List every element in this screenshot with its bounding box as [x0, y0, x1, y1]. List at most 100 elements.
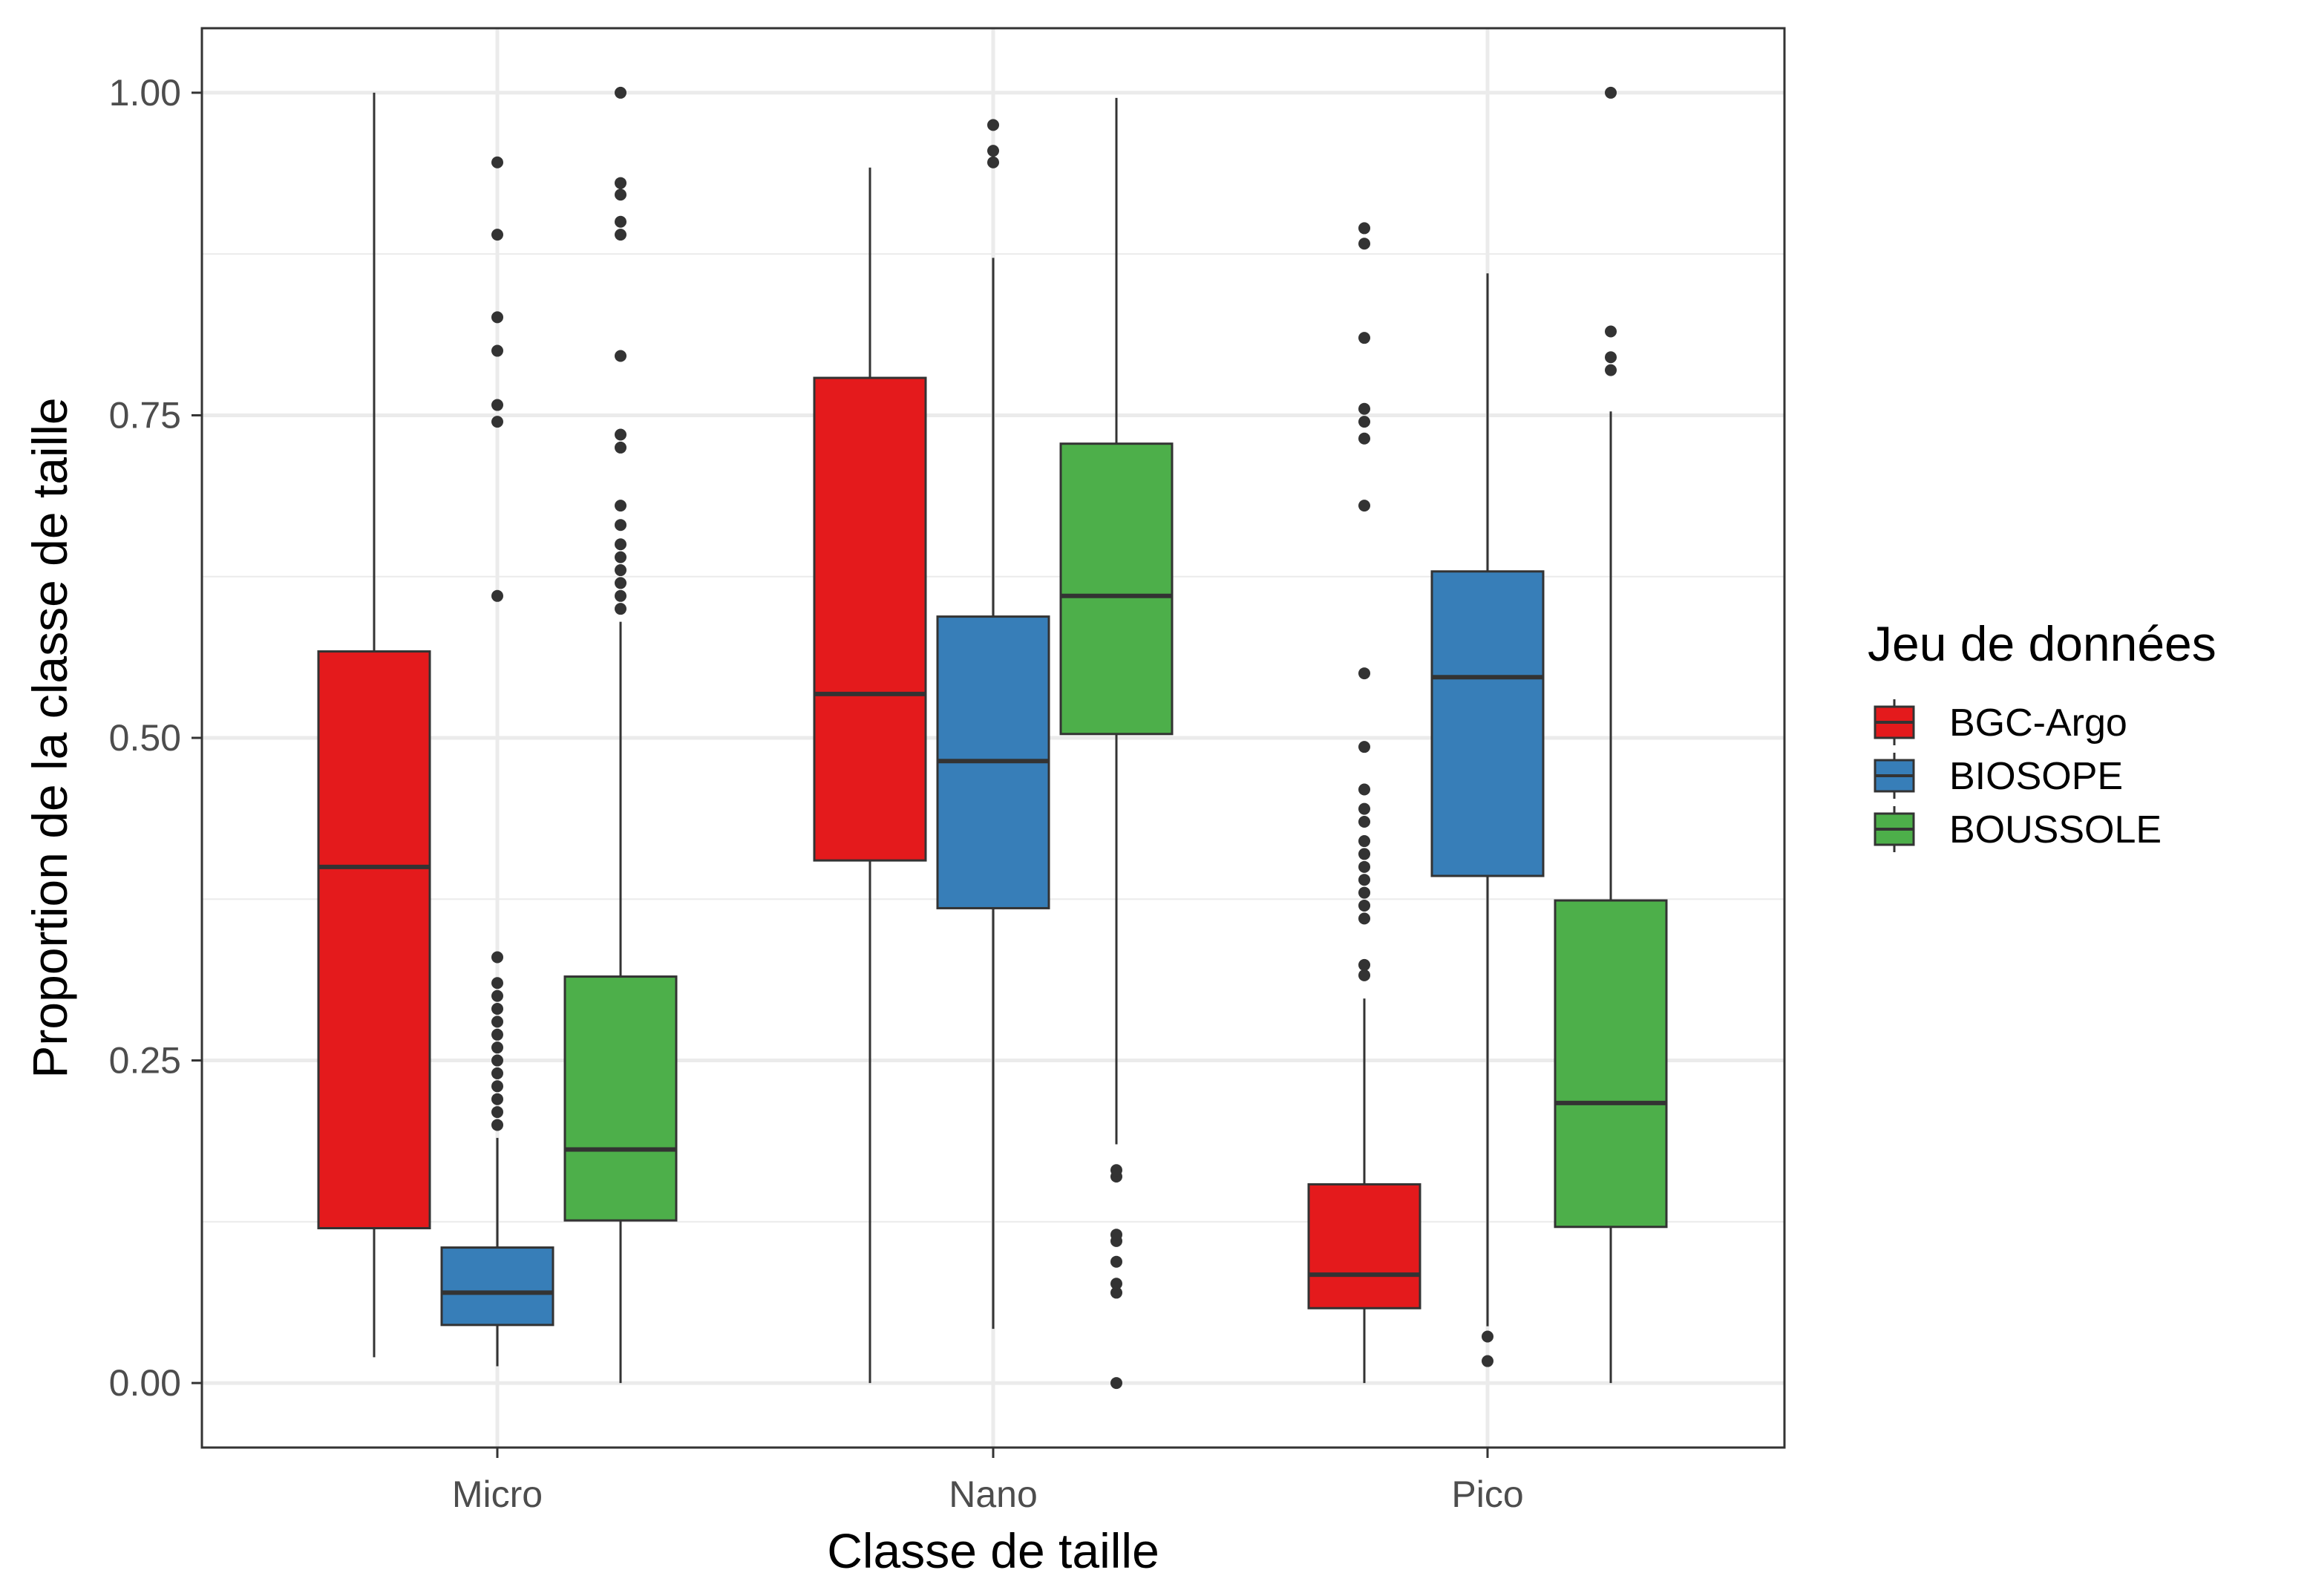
outlier-point	[1358, 886, 1370, 899]
outlier-point	[1358, 222, 1370, 235]
outlier-point	[1482, 1355, 1493, 1367]
outlier-point	[615, 428, 626, 441]
y-tick-label: 0.50	[109, 717, 181, 759]
outlier-point	[491, 399, 503, 411]
outlier-point	[1358, 667, 1370, 680]
x-tick-label: Micro	[452, 1474, 543, 1515]
outlier-point	[491, 1016, 503, 1028]
legend: Jeu de données BGC-Argo BIOSOPE BOUSSOLE	[1868, 616, 2216, 852]
outlier-point	[1110, 1286, 1122, 1299]
outlier-point	[1358, 835, 1370, 848]
outlier-point	[615, 551, 626, 563]
box-boussole-pico	[1554, 86, 1668, 1384]
box-bgc-argo-nano	[813, 167, 927, 1384]
outlier-point	[615, 603, 626, 615]
legend-item-bgc-argo: BGC-Argo	[1874, 699, 2127, 745]
outlier-point	[1110, 1255, 1122, 1268]
outlier-point	[1605, 351, 1617, 364]
outlier-point	[615, 177, 626, 189]
legend-item-biosope: BIOSOPE	[1874, 753, 2123, 799]
outlier-point	[615, 577, 626, 589]
outlier-point	[1358, 432, 1370, 445]
legend-title: Jeu de données	[1868, 616, 2216, 671]
y-tick-label: 1.00	[109, 72, 181, 114]
box-boussole-nano	[1059, 97, 1174, 1390]
y-axis-title: Proportion de la classe de taille	[22, 397, 77, 1078]
outlier-point	[1358, 912, 1370, 925]
box-iqr	[440, 1246, 554, 1327]
outlier-point	[1358, 848, 1370, 860]
outlier-point	[1110, 1229, 1122, 1241]
box-layer	[317, 86, 1668, 1390]
outlier-point	[615, 229, 626, 241]
outlier-point	[1110, 1164, 1122, 1177]
outlier-point	[491, 1093, 503, 1105]
box-biosope-pico	[1430, 273, 1545, 1367]
outlier-point	[491, 589, 503, 602]
box-bgc-argo-micro	[317, 92, 431, 1358]
box-biosope-micro	[440, 156, 554, 1367]
box-bgc-argo-pico	[1307, 222, 1421, 1384]
outlier-point	[491, 1041, 503, 1054]
outlier-point	[491, 311, 503, 324]
outlier-point	[615, 589, 626, 602]
outlier-point	[1358, 802, 1370, 815]
outlier-point	[1358, 416, 1370, 428]
outlier-point	[491, 1054, 503, 1067]
outlier-point	[615, 189, 626, 201]
outlier-point	[491, 156, 503, 169]
outlier-point	[491, 1028, 503, 1041]
outlier-point	[615, 441, 626, 454]
outlier-point	[1605, 86, 1617, 99]
outlier-point	[1358, 332, 1370, 344]
outlier-point	[615, 538, 626, 551]
outlier-point	[491, 1119, 503, 1131]
outlier-point	[1358, 741, 1370, 753]
outlier-point	[491, 951, 503, 964]
outlier-point	[491, 1106, 503, 1119]
x-axis: Micro Nano Pico	[452, 1448, 1524, 1515]
outlier-point	[1358, 958, 1370, 971]
box-iqr	[1059, 442, 1174, 736]
outlier-point	[1358, 815, 1370, 828]
legend-item-boussole: BOUSSOLE	[1874, 806, 2162, 852]
outlier-point	[615, 519, 626, 532]
legend-items: BGC-Argo BIOSOPE BOUSSOLE	[1874, 699, 2162, 852]
legend-label: BGC-Argo	[1949, 701, 2127, 745]
outlier-point	[987, 145, 999, 157]
outlier-point	[615, 215, 626, 228]
outlier-point	[615, 500, 626, 512]
outlier-point	[1358, 860, 1370, 873]
y-tick-label: 0.25	[109, 1040, 181, 1082]
outlier-point	[615, 86, 626, 99]
outlier-point	[987, 119, 999, 131]
box-iqr	[1307, 1183, 1421, 1309]
outlier-point	[491, 977, 503, 990]
outlier-point	[491, 416, 503, 428]
outlier-point	[1358, 899, 1370, 912]
box-iqr	[563, 975, 678, 1222]
outlier-point	[1358, 783, 1370, 796]
box-biosope-nano	[936, 119, 1050, 1330]
outlier-point	[987, 156, 999, 169]
outlier-point	[1482, 1330, 1493, 1343]
outlier-point	[491, 1003, 503, 1016]
outlier-point	[1358, 500, 1370, 512]
y-tick-label: 0.75	[109, 394, 181, 436]
outlier-point	[491, 990, 503, 1002]
legend-label: BIOSOPE	[1949, 755, 2123, 798]
outlier-point	[615, 350, 626, 362]
box-iqr	[1430, 570, 1545, 877]
box-iqr	[1554, 899, 1668, 1229]
box-boussole-micro	[563, 86, 678, 1384]
x-axis-title: Classe de taille	[827, 1523, 1159, 1578]
outlier-point	[1110, 1377, 1122, 1390]
outlier-point	[1358, 874, 1370, 886]
outlier-point	[491, 344, 503, 357]
outlier-point	[1110, 1278, 1122, 1290]
outlier-point	[491, 229, 503, 241]
outlier-point	[1358, 238, 1370, 250]
outlier-point	[1358, 969, 1370, 981]
